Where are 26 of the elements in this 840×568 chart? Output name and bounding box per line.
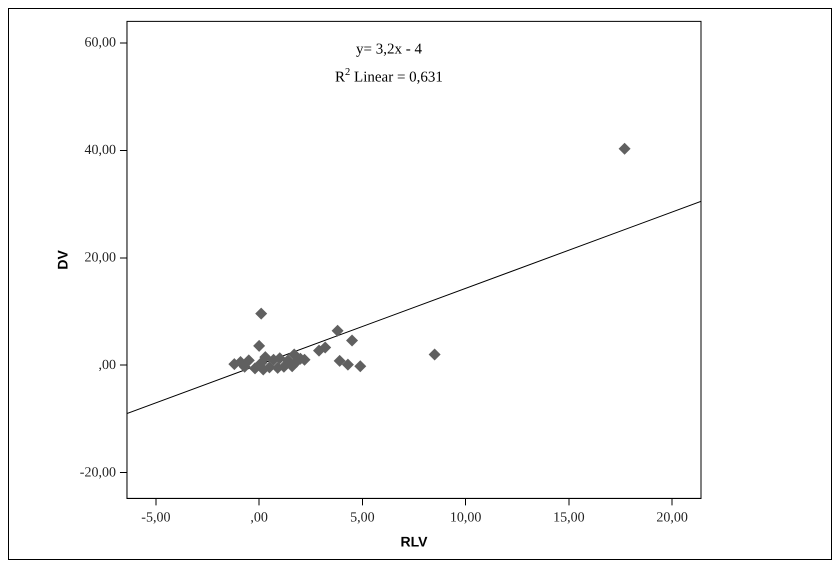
x-axis-title: RLV [400,533,428,550]
point [342,358,354,371]
point [319,341,332,354]
x-tick-label: 10,00 [450,510,482,526]
x-tick-label: 20,00 [656,510,688,526]
y-tick-label: ,00 [98,358,116,373]
x-tick-label: -5,00 [141,510,170,526]
y-tick-label: -20,00 [80,465,116,480]
y-axis-title: DV [54,250,70,270]
point [259,351,272,364]
x-tick-label: 5,00 [350,510,375,526]
point [255,308,268,320]
x-tick-label: ,00 [250,510,268,526]
y-tick-label: 40,00 [84,142,116,158]
point [428,348,441,360]
point [354,360,366,372]
point [253,340,266,352]
point [618,142,631,155]
point [242,354,255,366]
annotation: y= 3,2x - 4 [356,41,422,58]
y-tick-label: 20,00 [84,250,116,266]
x-tick-label: 15,00 [553,510,585,526]
y-tick-label: 60,00 [84,36,116,51]
point [332,324,344,337]
point [334,354,346,367]
point [346,334,358,346]
